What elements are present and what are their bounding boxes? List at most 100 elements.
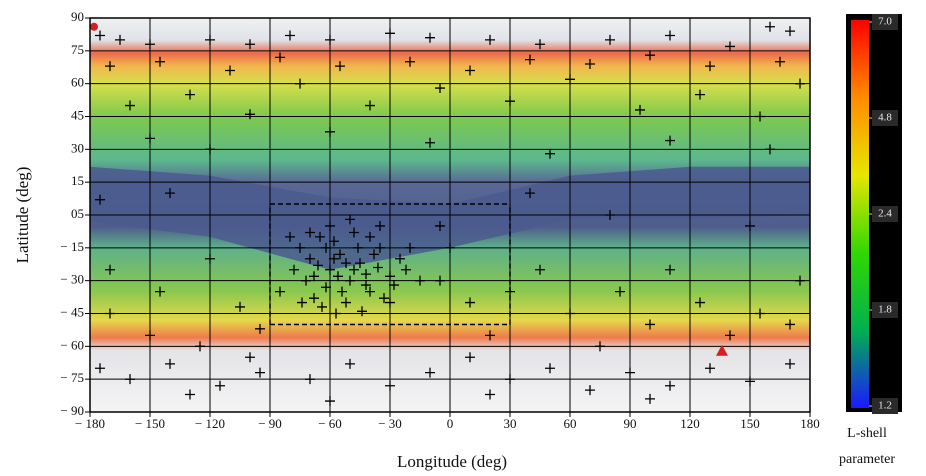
cross-marker — [725, 330, 735, 341]
cross-marker — [325, 34, 335, 45]
cross-marker — [379, 293, 389, 304]
cross-marker — [373, 262, 383, 273]
cross-marker — [155, 286, 165, 297]
cross-marker — [295, 78, 305, 89]
cross-marker — [325, 126, 335, 137]
cross-marker — [315, 231, 325, 242]
y-tick-label: 75 — [71, 42, 84, 57]
colorbar-tick-label: 1.8 — [878, 304, 892, 316]
cross-marker — [505, 96, 515, 107]
cross-marker — [245, 352, 255, 363]
cross-marker — [389, 280, 399, 291]
cross-marker — [145, 330, 155, 341]
y-tick-label: − 90 — [60, 403, 84, 418]
cross-marker — [405, 56, 415, 67]
cross-marker — [535, 264, 545, 275]
y-tick-label: − 60 — [60, 337, 84, 352]
cross-marker — [309, 271, 319, 282]
cross-marker — [465, 297, 475, 308]
cross-marker — [401, 264, 411, 275]
cross-marker — [321, 282, 331, 293]
cross-marker — [525, 54, 535, 65]
cross-marker — [235, 301, 245, 312]
cross-marker — [365, 231, 375, 242]
cross-marker — [325, 264, 335, 275]
cross-marker — [325, 396, 335, 407]
cross-marker — [349, 264, 359, 275]
cross-marker — [725, 41, 735, 52]
cross-marker — [625, 367, 635, 378]
cross-marker — [795, 78, 805, 89]
cross-marker — [565, 74, 575, 85]
cross-marker — [665, 380, 675, 391]
x-tick-label: 120 — [680, 416, 700, 431]
cross-marker — [361, 280, 371, 291]
cross-marker — [125, 374, 135, 385]
colorbar-title: parameter — [839, 452, 895, 467]
cross-marker — [305, 253, 315, 264]
cross-marker — [105, 61, 115, 72]
cross-marker — [195, 341, 205, 352]
cross-marker — [275, 286, 285, 297]
cross-marker — [105, 308, 115, 319]
colorbar-label-box — [872, 110, 898, 126]
cross-marker — [145, 39, 155, 50]
cross-marker — [505, 374, 515, 385]
cross-marker — [305, 227, 315, 238]
cross-marker — [755, 111, 765, 122]
cross-marker — [255, 367, 265, 378]
cross-marker — [345, 275, 355, 286]
cross-marker — [325, 220, 335, 231]
cross-marker — [535, 39, 545, 50]
cross-marker — [165, 188, 175, 199]
cross-marker — [225, 65, 235, 76]
cross-marker — [435, 83, 445, 94]
cross-marker — [425, 367, 435, 378]
cross-marker — [755, 308, 765, 319]
cross-marker — [395, 253, 405, 264]
cross-marker — [665, 135, 675, 146]
cross-marker — [335, 249, 345, 260]
colorbar-label-box — [872, 302, 898, 318]
cross-marker — [585, 58, 595, 69]
cross-marker — [385, 28, 395, 39]
cross-marker — [313, 260, 323, 271]
cross-marker — [485, 389, 495, 400]
cross-marker — [165, 358, 175, 369]
cross-marker — [795, 275, 805, 286]
cross-marker — [145, 133, 155, 144]
cross-marker — [435, 220, 445, 231]
cross-marker — [245, 109, 255, 120]
cross-marker — [485, 34, 495, 45]
cross-marker — [285, 231, 295, 242]
cross-marker — [695, 89, 705, 100]
cross-marker — [329, 253, 339, 264]
y-tick-label: 05 — [71, 206, 84, 221]
cross-marker — [785, 26, 795, 37]
cross-marker — [705, 363, 715, 374]
cross-marker — [349, 227, 359, 238]
cross-marker — [341, 297, 351, 308]
colorbar-gradient — [851, 20, 869, 408]
cross-marker — [375, 220, 385, 231]
cross-marker — [775, 56, 785, 67]
cross-marker — [105, 264, 115, 275]
cross-marker — [445, 242, 455, 253]
cross-marker — [125, 100, 135, 111]
cross-marker — [485, 330, 495, 341]
y-tick-label: − 45 — [60, 304, 84, 319]
colorbar-label-box — [872, 14, 898, 30]
cross-marker — [275, 52, 285, 63]
colorbar: 1.2 1.8 2.4 4.8 7.0 — [846, 14, 902, 414]
highlight-marker — [90, 22, 98, 31]
x-tick-label: − 30 — [378, 416, 402, 431]
cross-marker — [155, 56, 165, 67]
cross-marker — [525, 188, 535, 199]
cross-marker — [297, 297, 307, 308]
cross-marker — [665, 264, 675, 275]
points — [90, 21, 805, 407]
y-tick-label: − 30 — [60, 272, 84, 287]
cross-marker — [335, 61, 345, 72]
cross-marker — [369, 249, 379, 260]
